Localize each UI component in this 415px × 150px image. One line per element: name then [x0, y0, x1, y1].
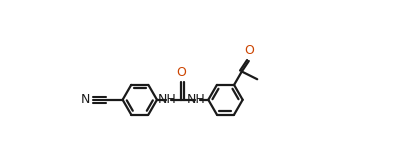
- Text: O: O: [244, 44, 254, 57]
- Text: NH: NH: [157, 93, 176, 106]
- Text: O: O: [176, 66, 186, 79]
- Text: N: N: [81, 93, 90, 106]
- Text: NH: NH: [187, 93, 206, 106]
